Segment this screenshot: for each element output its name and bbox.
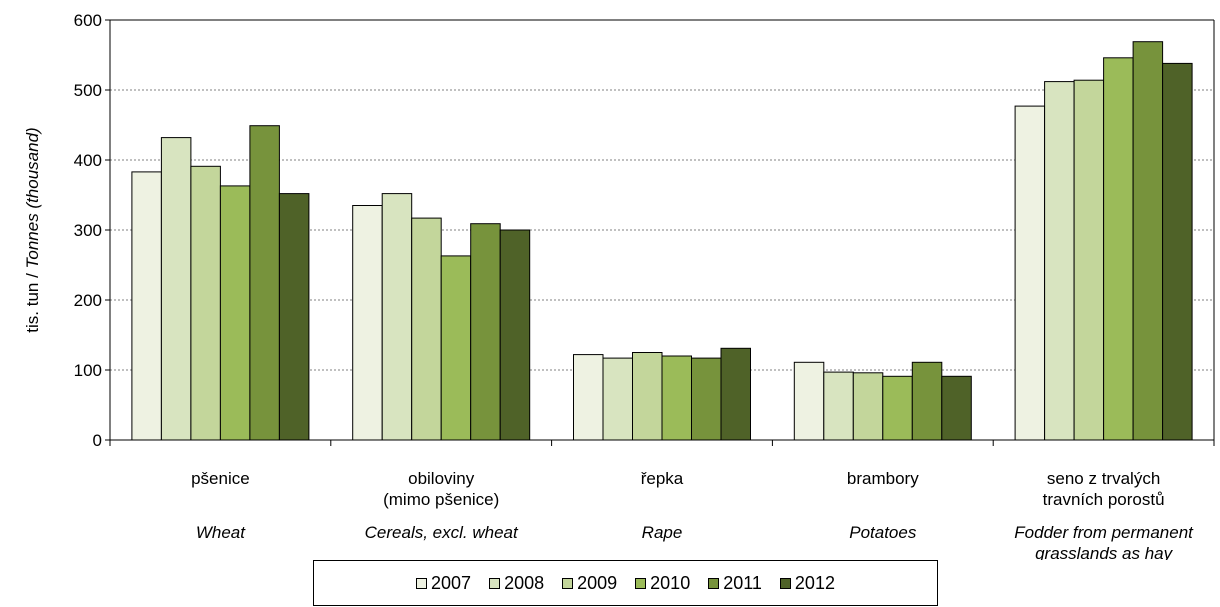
bar-2010	[219, 185, 251, 441]
bar-2012	[1162, 62, 1193, 441]
y-tick-label: 600	[74, 11, 102, 30]
y-tick-label: 200	[74, 291, 102, 310]
x-category-label: seno z trvalých	[1047, 469, 1160, 488]
legend-item-2009: 2009	[562, 573, 617, 594]
bar-2009	[190, 165, 221, 441]
legend-swatch	[489, 577, 501, 589]
x-category-label-en: Fodder from permanent	[1014, 523, 1194, 542]
legend-label: 2007	[431, 572, 472, 593]
bar-2008	[381, 193, 413, 441]
legend-item-2010: 2010	[635, 573, 690, 594]
bar-2007	[352, 205, 383, 441]
bar-2009	[852, 372, 884, 441]
bar-2008	[823, 371, 854, 441]
y-tick-label: 400	[74, 151, 102, 170]
bar-2008	[602, 357, 633, 441]
bar-2009	[1073, 79, 1105, 441]
bar-2012	[278, 193, 310, 441]
bar-2011	[470, 223, 501, 441]
x-category-label-en: Wheat	[196, 523, 246, 542]
bar-2008	[1044, 81, 1075, 441]
x-category-label: travních porostů	[1043, 490, 1165, 509]
x-category-label-en: Cereals, excl. wheat	[365, 523, 519, 542]
bar-2010	[1103, 57, 1134, 441]
bar-2007	[573, 354, 604, 441]
bar-2011	[249, 125, 280, 441]
y-tick-label: 500	[74, 81, 102, 100]
bar-2007	[131, 171, 162, 441]
legend-label: 2011	[723, 572, 762, 593]
legend-item-2007: 2007	[416, 573, 471, 594]
x-category-label: pšenice	[191, 469, 250, 488]
x-category-label: řepka	[641, 469, 684, 488]
bar-2009	[411, 217, 442, 441]
y-tick-label: 100	[74, 361, 102, 380]
bar-2008	[160, 137, 192, 441]
bar-2007	[1014, 105, 1046, 441]
x-category-label-en: Potatoes	[849, 523, 917, 542]
bar-chart: 0 100 200 300 400 500 600 pšenice Wheat obiloviny…	[23, 11, 1215, 560]
bar-2010	[440, 255, 472, 441]
legend-swatch	[779, 577, 791, 589]
y-axis-label: tis. tun / Tonnes (thousand)	[23, 127, 42, 332]
legend-item-2008: 2008	[489, 573, 544, 594]
legend-swatch	[708, 577, 720, 589]
legend: 2007 2008 2009 2010 2011 2012	[313, 560, 938, 606]
x-category-label: brambory	[847, 469, 919, 488]
bar-2007	[793, 361, 825, 441]
bar-2011	[1132, 41, 1164, 441]
legend-swatch	[635, 577, 647, 589]
x-category-label: (mimo pšenice)	[383, 490, 499, 509]
legend-item-2011: 2011	[708, 573, 762, 594]
bar-2009	[632, 352, 663, 441]
bar-2010	[882, 375, 913, 441]
legend-label: 2010	[650, 572, 691, 593]
x-category-label-en: Rape	[642, 523, 683, 542]
legend-item-2012: 2012	[779, 572, 835, 594]
bar-2011	[911, 361, 943, 441]
bar-2012	[941, 375, 972, 441]
legend-label: 2012	[794, 572, 835, 593]
legend-label: 2008	[504, 572, 545, 593]
legend-swatch	[416, 577, 428, 589]
y-tick-label: 0	[93, 431, 102, 450]
bar-2011	[691, 357, 722, 441]
x-category-label: obiloviny	[408, 469, 475, 488]
bar-2012	[499, 229, 531, 441]
bar-2010	[661, 355, 692, 441]
legend-swatch	[562, 577, 574, 589]
legend-label: 2009	[577, 572, 618, 593]
x-category-label-en: grasslands as hay	[1035, 544, 1174, 560]
bar-2012	[720, 347, 751, 441]
y-tick-label: 300	[74, 221, 102, 240]
